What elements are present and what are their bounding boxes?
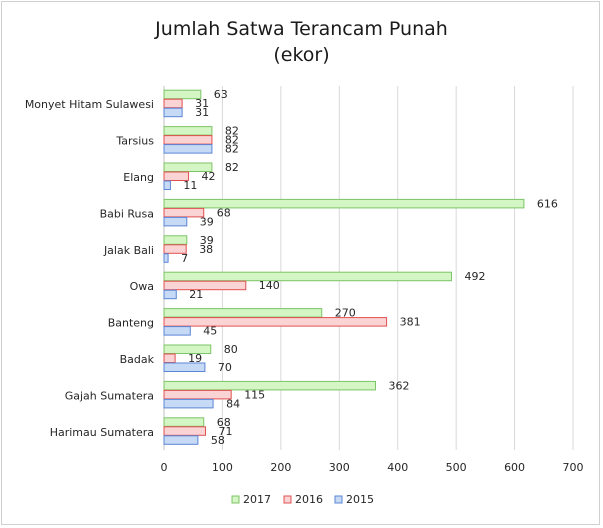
category-label: Jalak Bali <box>103 244 154 257</box>
data-label: 82 <box>225 143 239 156</box>
data-label: 82 <box>225 161 239 174</box>
bar-2015 <box>163 107 183 118</box>
legend-swatch-2017 <box>231 495 240 504</box>
bar-2015 <box>163 326 191 336</box>
bar-2017 <box>163 198 525 209</box>
data-label: 68 <box>217 206 231 219</box>
data-label: 11 <box>183 179 197 192</box>
category-label: Babi Rusa <box>100 207 154 220</box>
bar-2017 <box>163 308 323 318</box>
data-label: 362 <box>389 379 410 392</box>
bar-2016 <box>163 135 213 145</box>
data-label: 63 <box>214 88 228 101</box>
data-label: 31 <box>195 106 209 119</box>
category-label: Harimau Sumatera <box>50 426 154 439</box>
data-labels: 6331318282828242116166839393874921402127… <box>181 88 558 447</box>
bar-2015 <box>163 435 199 445</box>
bar-2016 <box>163 244 187 254</box>
category-label: Monyet Hitam Sulawesi <box>25 98 154 111</box>
data-label: 19 <box>188 352 202 365</box>
x-tick-label: 0 <box>161 461 168 474</box>
legend-label: 2016 <box>295 493 323 506</box>
bar-2015 <box>163 180 171 190</box>
bars <box>163 89 525 445</box>
category-label: Tarsius <box>115 135 154 148</box>
bar-2015 <box>163 362 206 372</box>
data-label: 270 <box>335 307 356 320</box>
data-label: 21 <box>189 288 203 301</box>
data-label: 68 <box>217 416 231 429</box>
bar-2016 <box>163 98 183 109</box>
x-tick-label: 200 <box>270 461 291 474</box>
bar-2017 <box>163 126 213 136</box>
bar-2015 <box>163 398 214 409</box>
legend-label: 2017 <box>243 493 271 506</box>
data-label: 39 <box>200 215 214 228</box>
data-label: 71 <box>218 425 232 438</box>
data-label: 31 <box>195 97 209 110</box>
data-label: 80 <box>224 343 238 356</box>
legend-swatch-2015 <box>334 495 343 504</box>
category-label: Badak <box>120 353 155 366</box>
bar-2016 <box>163 389 232 400</box>
data-label: 38 <box>199 243 213 256</box>
legend: 2017 2016 2015 <box>231 493 374 506</box>
data-label: 82 <box>225 125 239 138</box>
category-labels: Monyet Hitam Sulawesi Tarsius Elang Babi Ru… <box>25 98 155 439</box>
bar-2016 <box>163 207 205 218</box>
category-label: Banteng <box>108 317 154 330</box>
data-label: 84 <box>226 397 240 410</box>
x-tick-label: 300 <box>329 461 350 474</box>
x-tick-label: 700 <box>563 461 584 474</box>
chart-subtitle: (ekor) <box>273 44 330 66</box>
data-label: 140 <box>259 279 280 292</box>
legend-label: 2015 <box>346 493 374 506</box>
bar-2015 <box>163 216 188 227</box>
data-label: 82 <box>225 134 239 147</box>
bar-2015 <box>163 289 177 300</box>
data-label: 7 <box>181 252 188 265</box>
x-tick-label: 100 <box>212 461 233 474</box>
category-label: Elang <box>123 171 154 184</box>
bar-2017 <box>163 380 377 391</box>
x-axis-ticks: 0 100 200 300 400 500 600 700 <box>161 461 584 474</box>
data-label: 381 <box>400 316 421 329</box>
category-label: Gajah Sumatera <box>65 389 154 402</box>
chart-title: Jumlah Satwa Terancam Punah <box>155 18 448 40</box>
data-label: 492 <box>464 270 485 283</box>
bar-2017 <box>163 344 212 354</box>
legend-swatch-2016 <box>283 495 292 504</box>
data-label: 58 <box>211 434 225 447</box>
data-label: 45 <box>203 325 217 338</box>
bar-2015 <box>163 253 169 263</box>
data-label: 70 <box>218 361 232 374</box>
x-tick-label: 500 <box>446 461 467 474</box>
x-tick-label: 600 <box>504 461 525 474</box>
bar-2016 <box>163 426 206 436</box>
data-label: 39 <box>200 234 214 247</box>
data-label: 42 <box>202 170 216 183</box>
bar-2017 <box>163 417 205 427</box>
bar-2016 <box>163 171 190 181</box>
bar-2016 <box>163 280 247 291</box>
data-label: 616 <box>537 197 558 210</box>
data-label: 115 <box>244 388 265 401</box>
category-label: Owa <box>130 280 154 293</box>
bar-2016 <box>163 353 176 363</box>
bar-2017 <box>163 235 188 245</box>
x-tick-label: 400 <box>387 461 408 474</box>
bar-2017 <box>163 271 452 282</box>
bar-2015 <box>163 144 213 154</box>
bar-2016 <box>163 317 388 327</box>
